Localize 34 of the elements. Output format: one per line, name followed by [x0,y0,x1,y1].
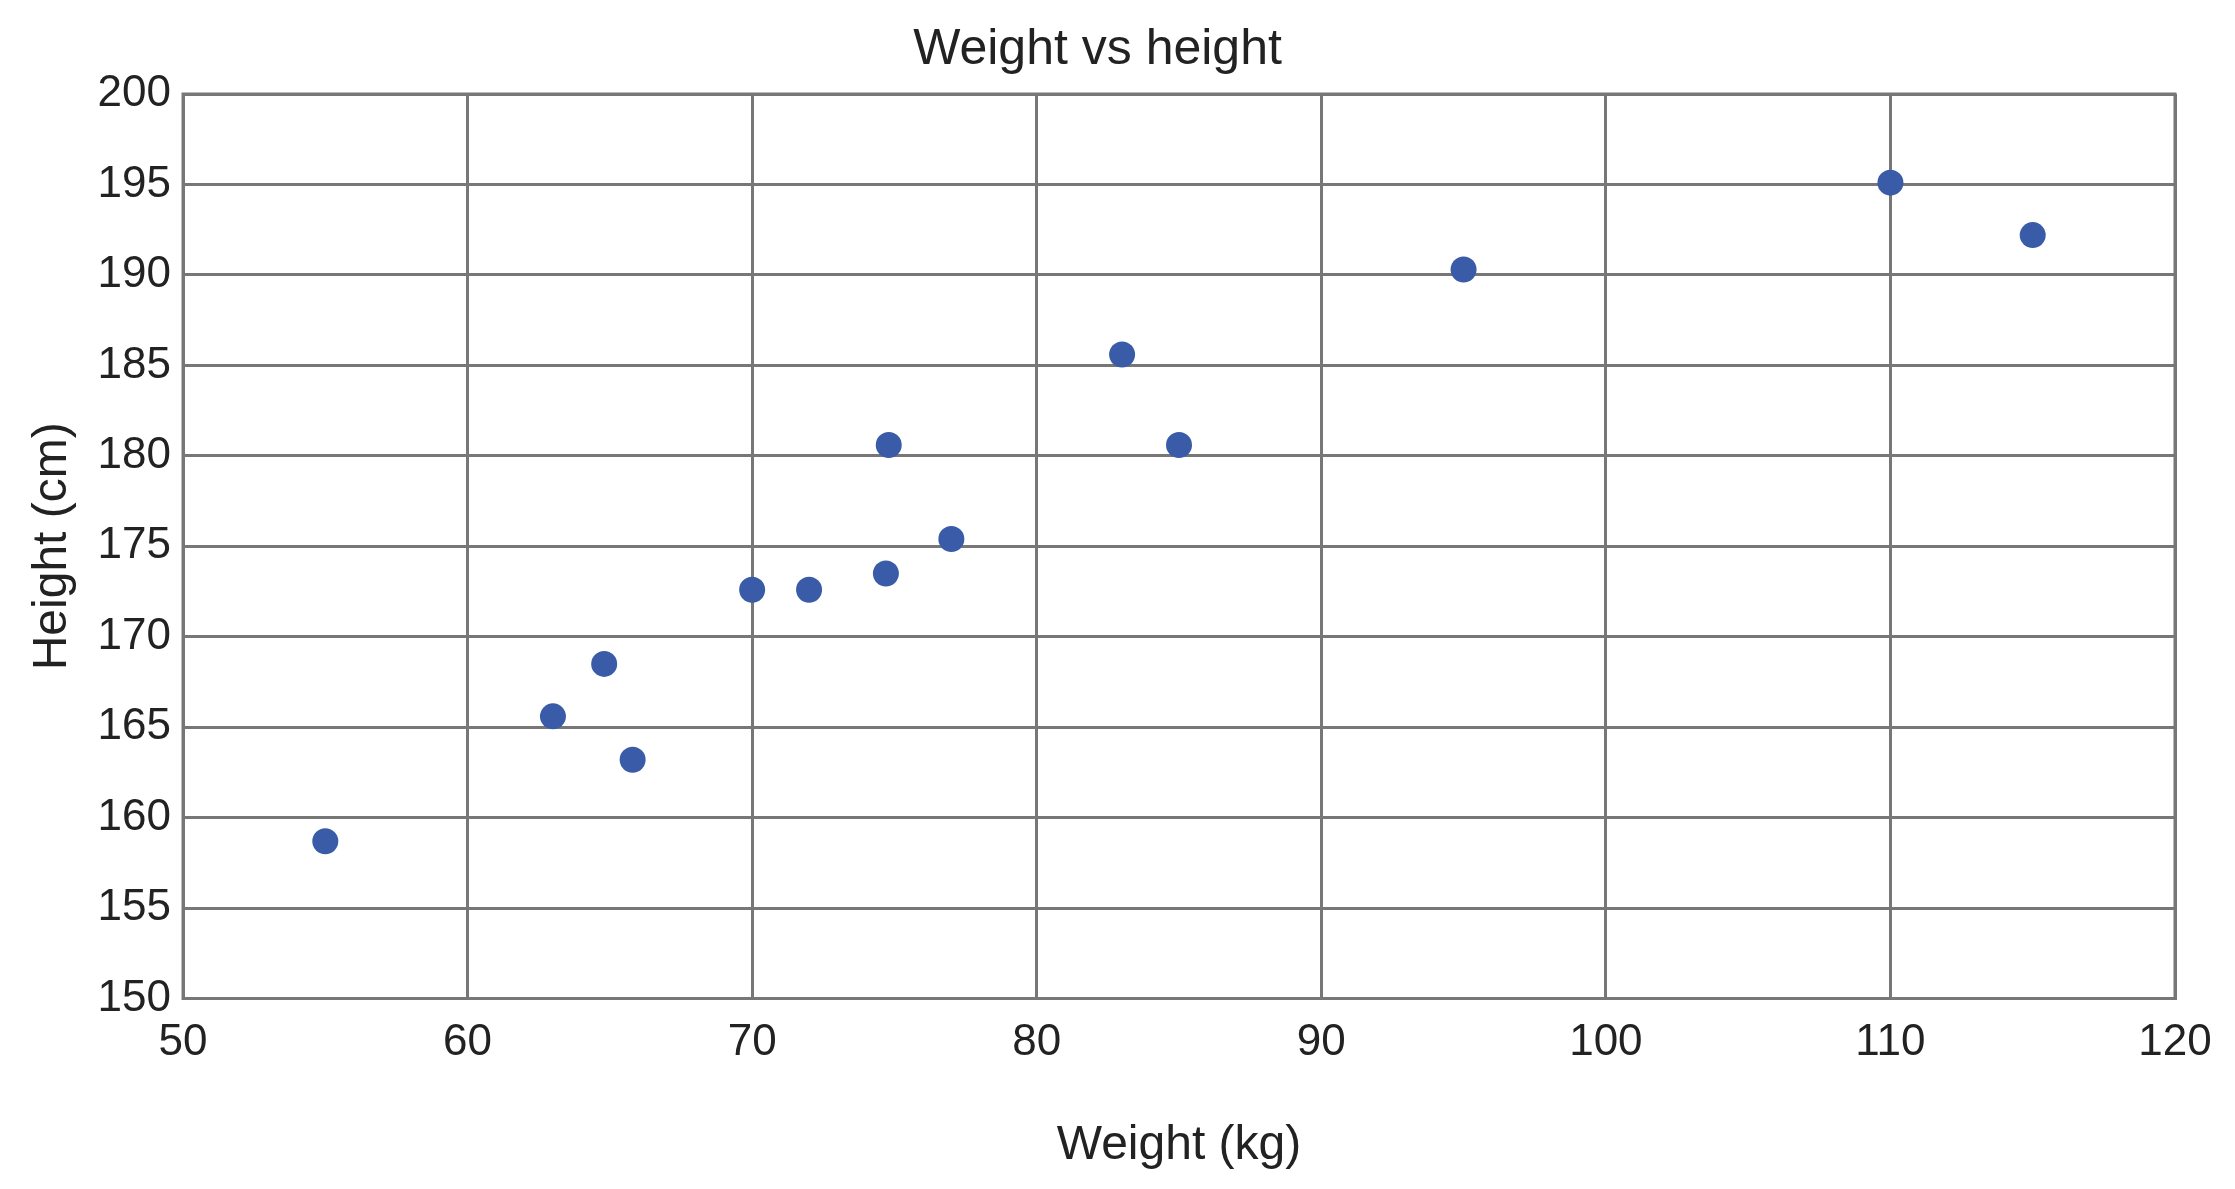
point [591,650,618,677]
x-tick-label: 60 [443,1015,493,1065]
x-tick-label: 110 [1855,1015,1926,1065]
y-tick-label: 155 [97,880,172,930]
y-axis-title: Height (cm) [23,422,77,671]
y-tick-label: 200 [97,66,172,116]
y-tick-label: 185 [97,337,172,387]
point [312,828,339,855]
point [539,703,566,730]
y-tick-label: 165 [97,699,172,749]
point [1166,431,1193,458]
y-tick-label: 195 [97,156,172,206]
chart-title: Weight vs height [913,18,1282,75]
point [1877,169,1904,196]
y-tick-label: 180 [97,427,172,477]
point [796,576,823,603]
point [872,560,899,587]
y-tick-label: 175 [97,518,172,568]
point [739,576,766,603]
x-tick-label: 100 [1569,1015,1643,1065]
point [875,431,902,458]
point [619,746,646,773]
point [1109,341,1136,368]
x-tick-label: 70 [727,1015,777,1065]
x-tick-label: 80 [1012,1015,1062,1065]
x-tick-label: 120 [2138,1015,2212,1065]
x-axis-title: Weight (kg) [1056,1116,1302,1170]
y-tick-label: 170 [97,608,172,658]
point [1450,256,1477,283]
point [2019,222,2046,249]
y-tick-label: 160 [97,789,172,839]
point [938,526,965,553]
y-tick-label: 190 [97,247,172,297]
x-tick-label: 90 [1296,1015,1346,1065]
